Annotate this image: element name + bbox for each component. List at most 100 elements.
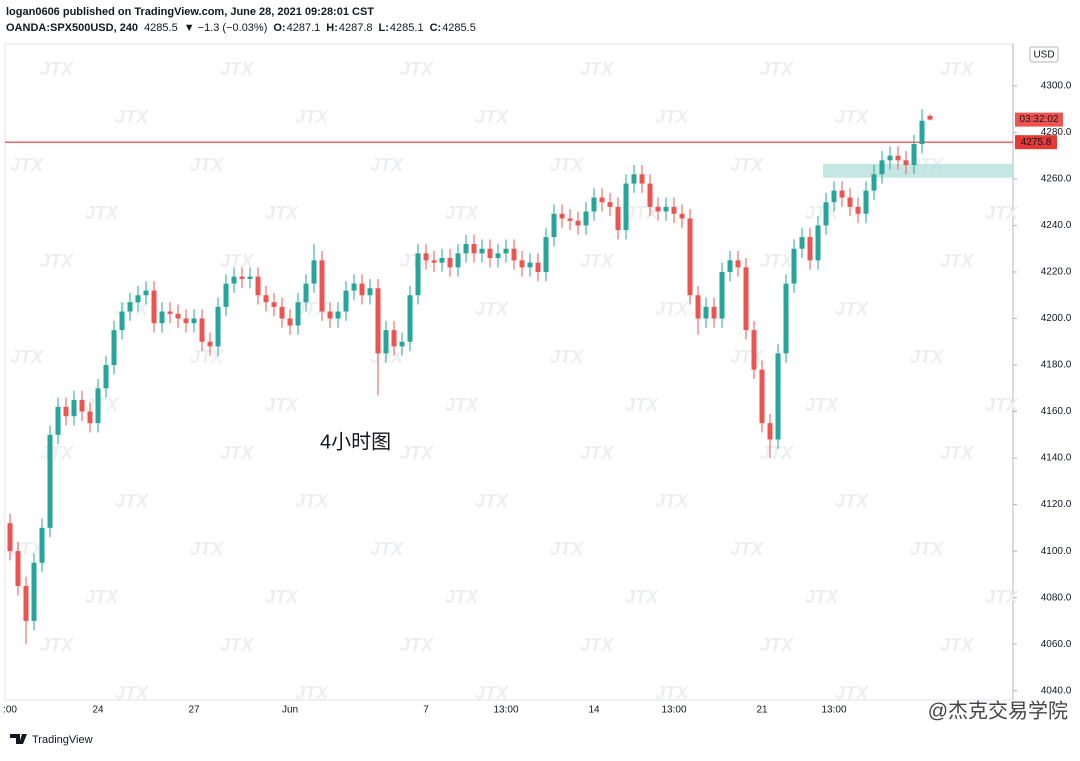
watermark: JTX [220, 251, 254, 271]
watermark: JTX [805, 395, 839, 415]
watermark: JTX [445, 587, 479, 607]
watermark: JTX [835, 107, 869, 127]
candle-body [823, 202, 829, 226]
candle-body [319, 260, 325, 312]
x-tick-label: 13:00 [493, 705, 518, 716]
candle-body [207, 341, 213, 347]
watermark: JTX [445, 203, 479, 223]
header-open-label: O: [273, 22, 285, 34]
watermark: JTX [220, 635, 254, 655]
candle-body [535, 262, 541, 272]
watermark: JTX [445, 395, 479, 415]
y-tick-label: 4220.0 [1041, 267, 1072, 278]
watermark: JTX [400, 635, 434, 655]
candle-body [31, 562, 37, 621]
watermark: JTX [760, 443, 794, 463]
candle-body [7, 523, 13, 552]
candle-body [551, 213, 557, 238]
candle-body [679, 213, 685, 219]
x-tick-label: 21 [756, 705, 768, 716]
candle-body [807, 237, 813, 261]
candle-body [711, 306, 717, 319]
ohlc-header: OANDA:SPX500USD, 240 4285.5 ▼ −1.3 (−0.03%… [6, 22, 476, 34]
watermark: JTX [910, 347, 944, 367]
currency: USD [1033, 50, 1054, 61]
candle-body [895, 155, 901, 161]
hline-label: 4275.8 [1021, 137, 1052, 148]
header-high: 4287.8 [339, 22, 373, 34]
candle-body [559, 213, 565, 219]
watermark: JTX [985, 203, 1019, 223]
watermark: JTX [550, 155, 584, 175]
header-low-label: L: [379, 22, 389, 34]
candle-body [263, 295, 269, 303]
watermark: JTX [370, 155, 404, 175]
candle-body [63, 406, 69, 417]
y-tick-label: 4260.0 [1041, 174, 1072, 185]
watermark: JTX [985, 395, 1019, 415]
candle-body [279, 306, 285, 319]
watermark: JTX [40, 443, 74, 463]
watermark: JTX [85, 395, 119, 415]
candle-body [351, 283, 357, 291]
watermark: JTX [10, 347, 44, 367]
watermark: JTX [475, 683, 509, 703]
candle-body [191, 318, 197, 324]
watermark: JTX [580, 443, 614, 463]
y-tick-label: 4200.0 [1041, 313, 1072, 324]
candle-body [903, 160, 909, 165]
watermark: JTX [940, 443, 974, 463]
candle-body [767, 423, 773, 440]
candle-body [815, 225, 821, 261]
candle-body [567, 218, 573, 221]
watermark: JTX [40, 635, 74, 655]
candle-body [927, 115, 933, 120]
candle-body [15, 551, 21, 587]
candle-body [623, 183, 629, 231]
y-tick-label: 4300.0 [1041, 81, 1072, 92]
support-zone [823, 163, 1013, 178]
candle-body [175, 313, 181, 319]
watermark: JTX [625, 395, 659, 415]
candle-body [511, 248, 517, 261]
candle-body [607, 202, 613, 207]
candle-body [631, 174, 637, 184]
x-tick-label: 7 [423, 705, 429, 716]
candle-body [455, 253, 461, 268]
candle-body [215, 306, 221, 347]
candle-body [791, 248, 797, 284]
x-tick-label: 14 [588, 705, 600, 716]
watermark: JTX [625, 587, 659, 607]
watermark: JTX [220, 59, 254, 79]
candle-body [143, 290, 149, 296]
watermark: JTX [760, 59, 794, 79]
watermark: JTX [295, 491, 329, 511]
x-tick-label: 13:00 [821, 705, 846, 716]
candle-body [247, 276, 253, 279]
watermark: JTX [655, 491, 689, 511]
watermark: JTX [85, 587, 119, 607]
candle-body [303, 283, 309, 303]
candle-body [135, 295, 141, 303]
candle-body [543, 237, 549, 272]
y-tick-label: 4080.0 [1041, 592, 1072, 603]
candle-body [599, 197, 605, 203]
candle-body [271, 302, 277, 307]
y-tick-label: 4160.0 [1041, 406, 1072, 417]
watermark: JTX [475, 299, 509, 319]
candle-body [447, 258, 453, 268]
watermark: JTX [580, 251, 614, 271]
watermark: JTX [835, 683, 869, 703]
candle-body [151, 290, 157, 324]
watermark: JTX [910, 539, 944, 559]
watermark: JTX [580, 635, 614, 655]
watermark: JTX [655, 299, 689, 319]
watermark: JTX [730, 155, 764, 175]
candle-body [55, 406, 61, 435]
x-tick-label: 13:00 [661, 705, 686, 716]
candle-body [87, 411, 93, 424]
candle-body [287, 318, 293, 326]
candle-body [119, 311, 125, 331]
currency-box [1029, 46, 1059, 63]
watermark: JTX [190, 155, 224, 175]
